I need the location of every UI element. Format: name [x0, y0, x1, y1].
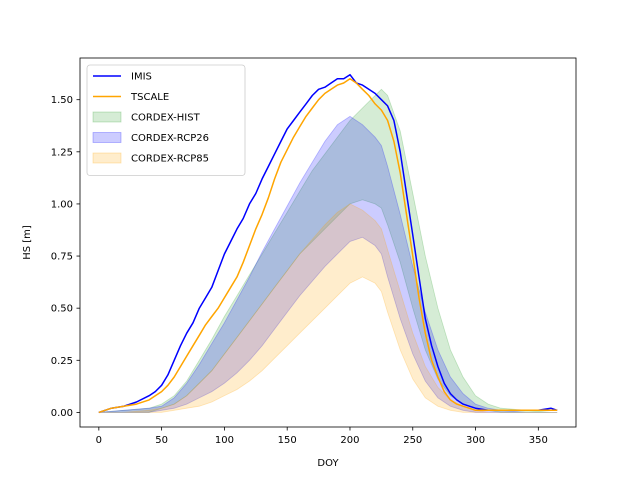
plot-frame	[79, 57, 577, 428]
x-tick-label: 100	[215, 435, 234, 446]
x-axis-ticks: 0 50 100 150 200 250 300 350	[96, 427, 548, 446]
y-axis-ticks: 0.00 0.25 0.50 0.75 1.00 1.25 1.50	[51, 95, 80, 419]
line-tscale	[98, 78, 558, 414]
y-tick-label: 0.50	[51, 304, 73, 315]
y-tick-label: 1.00	[51, 199, 73, 210]
legend-swatch-cordex-hist	[92, 111, 122, 123]
x-tick-label: 250	[403, 435, 422, 446]
x-tick-label: 150	[278, 435, 297, 446]
legend-label-cordex-rcp85: CORDEX-RCP85	[131, 154, 209, 165]
y-axis-label: HS [m]	[22, 225, 33, 260]
y-tick-label: 0.00	[51, 408, 73, 419]
band-cordex-hist	[98, 88, 558, 413]
x-tick-label: 300	[466, 435, 485, 446]
y-tick-label: 0.75	[51, 252, 73, 263]
y-tick-label: 1.25	[51, 147, 73, 158]
band-cordex-rcp26	[98, 115, 558, 413]
legend-swatch-cordex-rcp26	[92, 132, 122, 143]
x-tick-label: 50	[155, 435, 168, 446]
legend-label-tscale: TSCALE	[130, 92, 169, 103]
band-cordex-rcp85	[98, 203, 558, 413]
legend-swatch-cordex-rcp85	[92, 152, 122, 164]
x-axis-label: DOY	[317, 458, 339, 469]
legend-label-cordex-hist: CORDEX-HIST	[131, 113, 201, 124]
line-imis	[98, 73, 558, 414]
y-tick-label: 0.25	[51, 356, 73, 367]
legend-label-cordex-rcp26: CORDEX-RCP26	[131, 133, 209, 144]
legend-box	[86, 64, 246, 176]
x-tick-label: 350	[529, 435, 548, 446]
plot-area	[98, 73, 558, 414]
x-tick-label: 0	[96, 435, 102, 446]
legend: IMIS TSCALE CORDEX-HIST CORDEX-RCP26 CORDEX-…	[86, 64, 246, 176]
x-tick-label: 200	[340, 435, 359, 446]
y-tick-label: 1.50	[51, 95, 73, 106]
legend-label-imis: IMIS	[131, 72, 152, 83]
